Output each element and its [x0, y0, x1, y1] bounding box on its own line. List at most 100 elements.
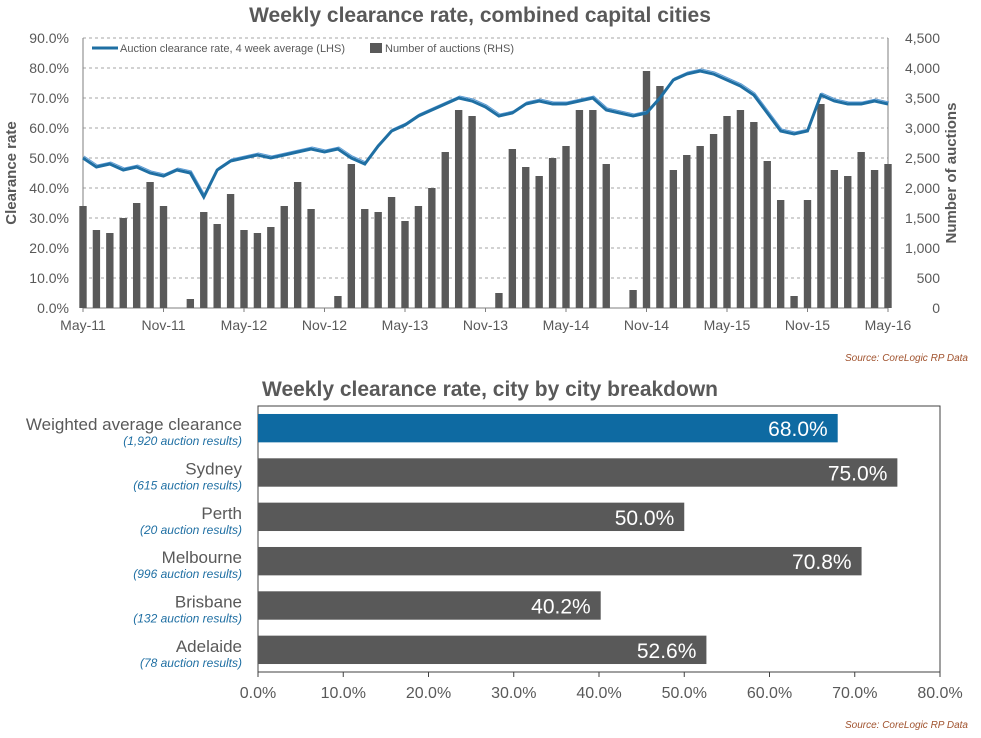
auction-count-bar	[106, 233, 114, 308]
y2-tick-label: 2,000	[905, 180, 940, 196]
auction-count-bar	[602, 164, 610, 308]
auction-count-bar	[656, 86, 664, 308]
auction-count-bar	[495, 293, 503, 308]
auction-count-bar	[790, 296, 798, 308]
auction-count-bar	[293, 182, 302, 308]
x-tick-label: 0.0%	[240, 685, 276, 702]
city-bar	[258, 635, 707, 665]
auction-count-bar	[683, 155, 691, 308]
auction-count-bar	[240, 230, 248, 308]
x-tick-label: 30.0%	[491, 685, 536, 702]
legend-bar-swatch	[370, 43, 382, 53]
auction-count-bar	[884, 164, 892, 308]
top-chart-title: Weekly clearance rate, combined capital …	[249, 4, 711, 27]
auction-count-bar	[736, 110, 745, 308]
x-tick-label: 60.0%	[747, 685, 792, 702]
clearance-rate-line	[82, 69, 889, 201]
auction-count-bar	[334, 296, 342, 308]
top-chart-source: Source: CoreLogic RP Data	[844, 353, 968, 364]
city-bar	[258, 413, 838, 443]
x-tick-label: May-15	[704, 317, 751, 333]
auction-count-bar	[200, 212, 208, 308]
auction-count-bar	[374, 212, 382, 308]
y-tick-label: 50.0%	[29, 150, 69, 166]
x-tick-label: May-11	[60, 317, 106, 333]
auction-count-bar	[522, 167, 530, 308]
city-label: Melbourne	[162, 548, 242, 567]
y-axis-label: Clearance rate	[3, 121, 20, 224]
city-label: Adelaide	[176, 637, 242, 656]
auction-count-bar	[454, 110, 463, 308]
x-tick-label: 80.0%	[917, 685, 962, 702]
x-tick-label: Nov-11	[141, 317, 185, 333]
city-bar	[258, 546, 862, 576]
y-tick-label: 90.0%	[29, 30, 69, 46]
x-tick-label: 40.0%	[576, 685, 621, 702]
auction-count-bar	[280, 206, 288, 308]
x-tick-label: May-16	[865, 317, 912, 333]
auction-count-bar	[92, 230, 101, 308]
auction-count-bar	[803, 200, 812, 308]
city-label: Brisbane	[175, 593, 242, 612]
auction-count-bar	[776, 200, 785, 308]
y2-tick-label: 3,000	[905, 120, 940, 136]
auction-count-bar	[361, 209, 369, 308]
x-tick-label: May-12	[221, 317, 268, 333]
y2-tick-label: 500	[917, 270, 941, 286]
x-tick-label: 20.0%	[406, 685, 451, 702]
city-bar-value: 68.0%	[768, 418, 828, 441]
bottom-chart-title: Weekly clearance rate, city by city brea…	[262, 378, 719, 401]
city-bar-value: 75.0%	[828, 463, 888, 486]
auction-count-bar	[307, 209, 315, 308]
y2-tick-label: 1,500	[905, 210, 940, 226]
top-chart: 0.0% 10.0% 20.0% 30.0% 40.0% 50.0% 60.0% 70.0% 8…	[3, 30, 960, 333]
city-auction-count: (20 auction results)	[140, 523, 242, 537]
auction-count-bar	[870, 170, 879, 308]
auction-count-bar	[132, 203, 141, 308]
city-bar-value: 50.0%	[615, 507, 675, 530]
auction-count-bar	[159, 206, 168, 308]
auction-count-bar	[709, 134, 718, 308]
x-tick-label: Nov-15	[785, 317, 830, 333]
city-auction-count: (996 auction results)	[133, 567, 242, 581]
auction-count-bar	[213, 224, 221, 308]
auction-count-bar	[817, 104, 825, 308]
y-tick-label: 60.0%	[29, 120, 69, 136]
y-tick-label: 30.0%	[29, 210, 69, 226]
x-tick-label: 10.0%	[321, 685, 366, 702]
city-auction-count: (78 auction results)	[140, 656, 242, 670]
auction-count-bar	[763, 161, 771, 308]
city-bar	[258, 591, 601, 620]
y-tick-label: 70.0%	[29, 90, 69, 106]
y-tick-label: 0.0%	[37, 300, 69, 316]
auction-count-bar	[548, 158, 557, 308]
y2-tick-label: 0	[932, 300, 940, 316]
auction-count-bar	[629, 290, 637, 308]
city-bar	[258, 502, 685, 532]
auction-count-bar	[441, 152, 449, 308]
city-bar-value: 70.8%	[792, 551, 852, 574]
city-auction-count: (615 auction results)	[133, 479, 242, 493]
bottom-chart-source: Source: CoreLogic RP Data	[844, 720, 968, 731]
auction-count-bar	[857, 152, 865, 308]
auction-count-bar	[428, 188, 436, 308]
y-tick-label: 40.0%	[29, 180, 69, 196]
y-tick-label: 80.0%	[29, 60, 69, 76]
auction-count-bar	[226, 194, 235, 308]
auction-count-bar	[468, 116, 476, 308]
auction-count-bar	[669, 170, 678, 308]
legend-line-label: Auction clearance rate, 4 week average (…	[120, 43, 345, 55]
auction-count-bar	[723, 116, 731, 308]
city-label: Weighted average clearance	[26, 415, 242, 434]
auction-count-bar	[347, 164, 356, 308]
auction-count-bar	[146, 182, 154, 308]
auction-count-bar	[119, 218, 127, 308]
auction-count-bar	[414, 206, 423, 308]
auction-count-bar	[589, 110, 597, 308]
city-bar-value: 52.6%	[637, 640, 697, 663]
x-tick-label: 70.0%	[832, 685, 877, 702]
auction-count-bar	[562, 146, 570, 308]
y2-tick-label: 4,500	[905, 30, 940, 46]
auction-count-bar	[642, 71, 651, 308]
